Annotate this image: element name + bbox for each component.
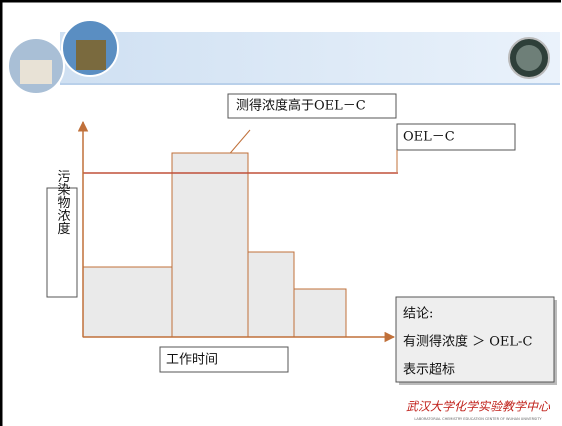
conclusion-title: 结论: xyxy=(403,307,433,322)
limit-box xyxy=(396,123,516,151)
photo-building xyxy=(20,60,52,84)
bar xyxy=(293,288,347,338)
footer-logo: 武汉大学化学实验教学中心 xyxy=(406,400,551,414)
y-axis-label: 污染物浓度 xyxy=(55,170,71,235)
footer-subtitle: LABORATORIAL CHEMISTRY EDUCATION CENTER … xyxy=(414,417,542,421)
callout-text: 测得浓度高于OEL－C xyxy=(236,98,366,114)
conclusion-line: 表示超标 xyxy=(403,363,455,378)
emblem-inner xyxy=(516,45,542,71)
limit-text: OEL－C xyxy=(403,130,455,145)
photo-tower xyxy=(76,40,106,70)
header-band xyxy=(60,32,560,84)
y-label-box xyxy=(46,187,78,298)
conclusion-box xyxy=(395,296,555,383)
conclusion-line: 有测得浓度 ＞ OEL-C xyxy=(403,334,532,350)
callout-box xyxy=(227,93,397,119)
bar xyxy=(82,266,173,338)
bar xyxy=(247,251,295,338)
x-label-box xyxy=(159,346,289,373)
x-axis-label: 工作时间 xyxy=(166,353,218,368)
bar xyxy=(171,152,249,338)
